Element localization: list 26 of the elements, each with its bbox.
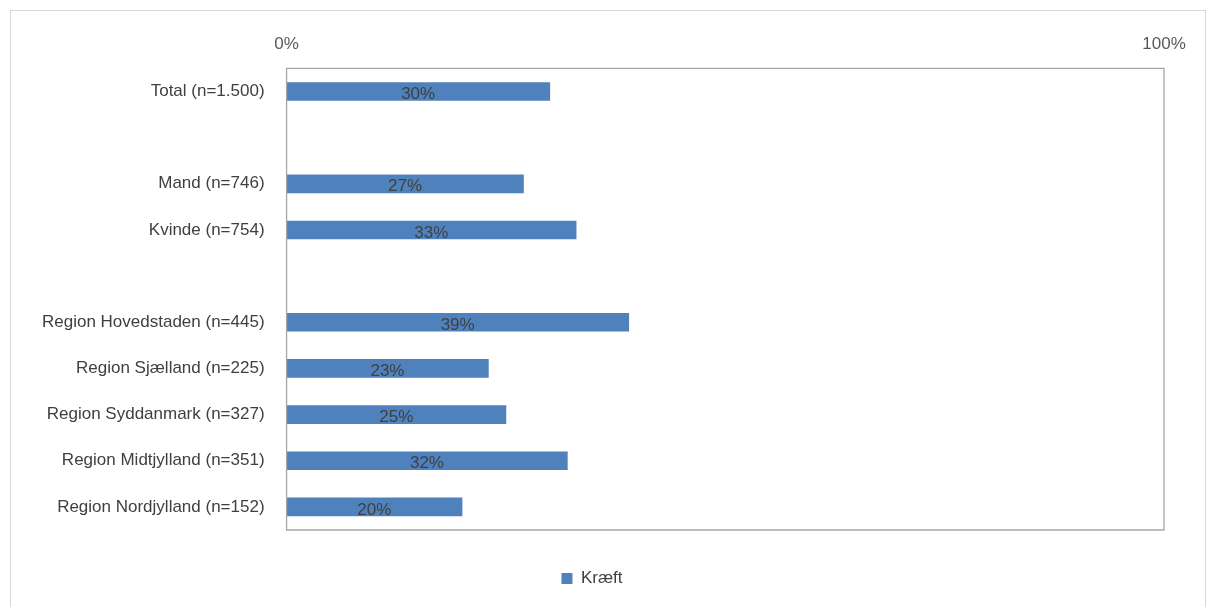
bar [286, 220, 577, 240]
x-tick-label: 100% [1142, 33, 1186, 53]
y-tick-label: Region Midtjylland (n=351) [61, 450, 265, 470]
x-tick-label: 0% [274, 33, 299, 53]
y-tick-label: Region Syddanmark (n=327) [46, 404, 265, 424]
bar [286, 82, 551, 101]
text: 39% [440, 314, 475, 334]
y-tick-label: Region Nordjylland (n=152) [57, 496, 265, 516]
y-tick-label: Total (n=1.500) [150, 81, 265, 101]
legend-label: Kræft [580, 568, 623, 588]
text: 27% [388, 176, 423, 196]
text: 20% [357, 499, 392, 519]
text: 30% [401, 84, 436, 104]
y-tick-label: Kvinde (n=754) [148, 219, 265, 239]
y-tick-label: Mand (n=746) [158, 173, 265, 193]
text: 33% [414, 222, 449, 242]
bar [286, 451, 568, 471]
bar [286, 405, 507, 424]
bar [286, 312, 630, 332]
text: 23% [370, 361, 405, 381]
bar [286, 174, 524, 194]
text: 25% [379, 407, 414, 427]
y-tick-label: Region Sjælland (n=225) [76, 358, 265, 378]
text: 32% [409, 453, 444, 473]
bar [286, 359, 489, 378]
y-tick-label: Region Hovedstaden (n=445) [41, 311, 265, 331]
